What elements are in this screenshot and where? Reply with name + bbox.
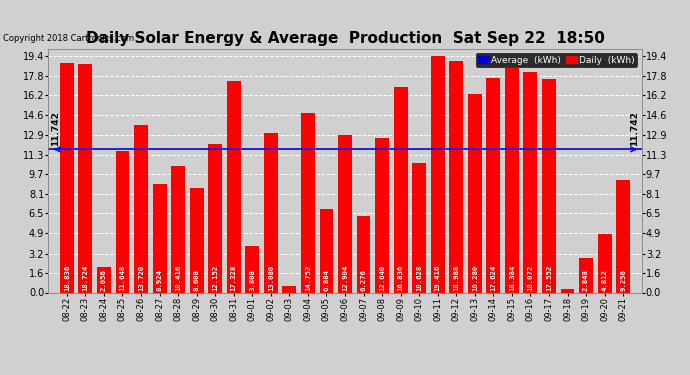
Text: 18.724: 18.724 <box>82 264 88 291</box>
Bar <box>616 180 630 292</box>
Bar <box>282 285 296 292</box>
Text: 13.720: 13.720 <box>138 264 144 291</box>
Bar <box>264 133 278 292</box>
Bar <box>152 184 166 292</box>
Text: 6.884: 6.884 <box>324 269 329 291</box>
Bar <box>468 94 482 292</box>
Text: 8.608: 8.608 <box>194 269 199 291</box>
Bar <box>319 209 333 292</box>
Bar <box>60 63 74 292</box>
Bar <box>524 72 538 292</box>
Text: 18.072: 18.072 <box>527 264 533 291</box>
Bar <box>171 165 185 292</box>
Bar <box>431 56 444 292</box>
Legend: Average  (kWh), Daily  (kWh): Average (kWh), Daily (kWh) <box>475 53 637 67</box>
Text: 11.648: 11.648 <box>119 264 126 291</box>
Text: 19.416: 19.416 <box>435 264 441 291</box>
Text: 11.742: 11.742 <box>51 111 60 146</box>
Text: 9.256: 9.256 <box>620 269 626 291</box>
Text: 17.328: 17.328 <box>230 264 237 291</box>
Bar <box>97 267 111 292</box>
Text: 8.924: 8.924 <box>157 269 163 291</box>
Bar <box>375 138 389 292</box>
Text: 17.624: 17.624 <box>491 264 496 291</box>
Text: 11.742: 11.742 <box>630 111 639 146</box>
Bar <box>579 258 593 292</box>
Bar <box>412 163 426 292</box>
Text: 18.836: 18.836 <box>64 264 70 291</box>
Text: 18.384: 18.384 <box>509 264 515 291</box>
Bar <box>208 144 222 292</box>
Text: 3.808: 3.808 <box>249 269 255 291</box>
Text: 16.836: 16.836 <box>397 264 404 291</box>
Text: 12.640: 12.640 <box>379 264 385 291</box>
Bar <box>227 81 241 292</box>
Bar <box>560 289 575 292</box>
Bar <box>115 150 130 292</box>
Bar <box>394 87 408 292</box>
Bar <box>598 234 611 292</box>
Text: 12.904: 12.904 <box>342 264 348 291</box>
Bar <box>246 246 259 292</box>
Bar <box>505 69 519 292</box>
Bar <box>542 79 556 292</box>
Bar <box>486 78 500 292</box>
Bar <box>190 188 204 292</box>
Bar <box>357 216 371 292</box>
Bar <box>134 125 148 292</box>
Text: 13.080: 13.080 <box>268 264 274 291</box>
Text: 10.416: 10.416 <box>175 264 181 291</box>
Text: 10.628: 10.628 <box>416 264 422 291</box>
Text: 6.276: 6.276 <box>361 269 366 291</box>
Text: 16.280: 16.280 <box>472 264 477 291</box>
Bar <box>338 135 352 292</box>
Text: 2.848: 2.848 <box>583 269 589 291</box>
Text: 14.752: 14.752 <box>305 264 311 291</box>
Text: 18.988: 18.988 <box>453 264 460 291</box>
Text: 2.056: 2.056 <box>101 269 107 291</box>
Text: Copyright 2018 Cartronics.com: Copyright 2018 Cartronics.com <box>3 34 135 43</box>
Bar <box>301 113 315 292</box>
Text: 12.152: 12.152 <box>213 264 218 291</box>
Title: Daily Solar Energy & Average  Production  Sat Sep 22  18:50: Daily Solar Energy & Average Production … <box>86 31 604 46</box>
Text: 4.812: 4.812 <box>602 269 608 291</box>
Bar <box>449 61 463 292</box>
Bar <box>79 64 92 292</box>
Text: 17.552: 17.552 <box>546 264 552 291</box>
